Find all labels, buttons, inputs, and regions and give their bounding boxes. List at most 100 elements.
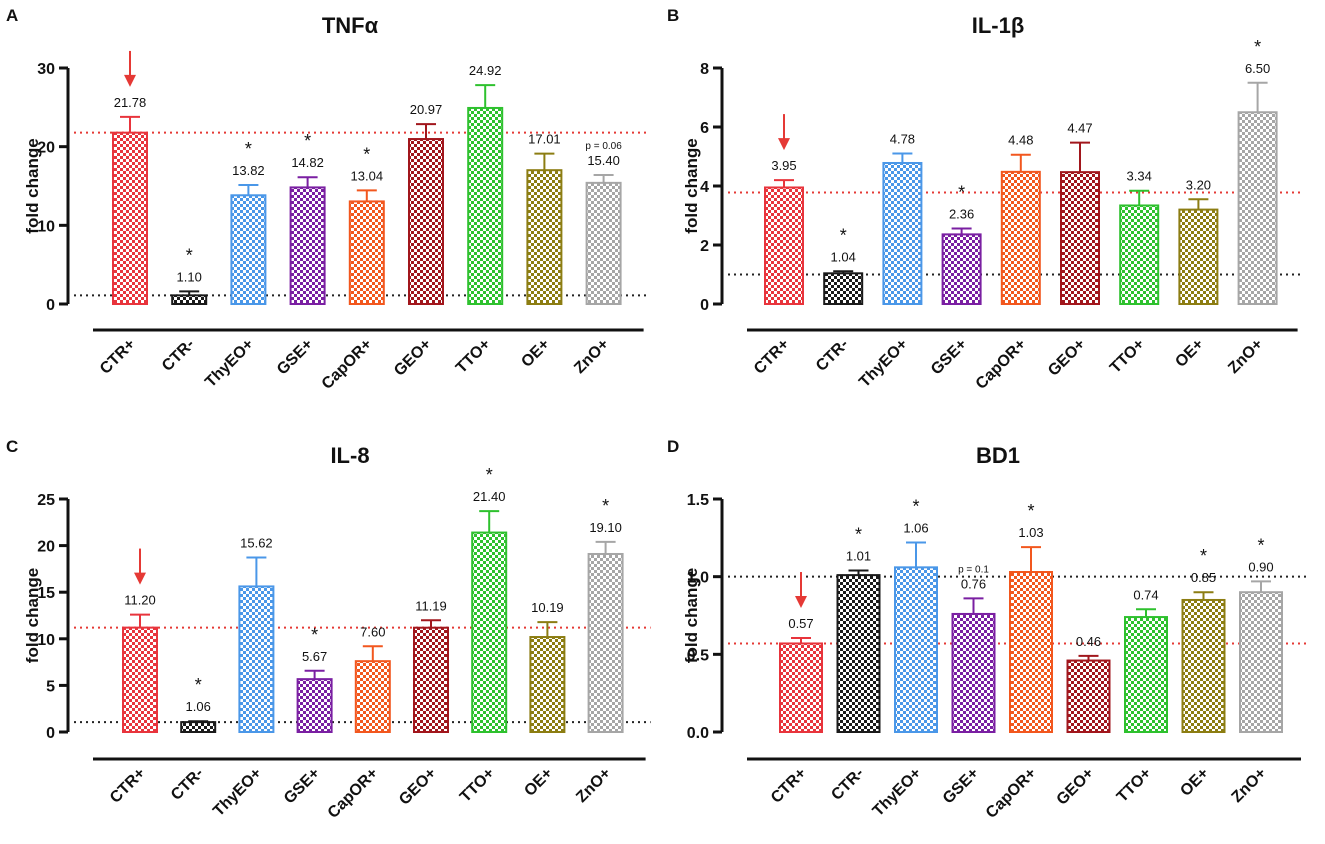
y-tick-label: 0.0	[687, 725, 709, 742]
data-label: 0.74	[1133, 587, 1158, 602]
x-tick-label: CTR+	[751, 336, 793, 378]
bar	[951, 612, 996, 733]
x-tick-label: TTO+	[1107, 336, 1148, 377]
bar	[779, 642, 823, 734]
x-tick-label: TTO+	[457, 765, 498, 806]
data-label: 0.57	[788, 616, 813, 631]
x-tick-label: CapOR+	[325, 765, 382, 822]
bar	[529, 636, 566, 733]
y-tick-label: 5	[46, 678, 55, 695]
data-label: 3.34	[1127, 169, 1152, 184]
bar	[122, 626, 158, 734]
chart-title: TNFα	[322, 13, 379, 38]
significance-asterisk: *	[1027, 501, 1034, 521]
bar	[354, 660, 391, 734]
x-tick-label: OE+	[1177, 765, 1212, 800]
x-tick-label: ThyEO+	[870, 765, 925, 820]
bar	[526, 169, 563, 305]
x-tick-label: CTR-	[813, 336, 852, 375]
bar	[1000, 170, 1041, 305]
data-label: 1.04	[831, 249, 856, 264]
data-label: 1.01	[846, 548, 871, 563]
x-tick-label: ThyEO+	[856, 336, 911, 391]
data-label: 20.97	[410, 102, 443, 117]
data-label: 13.82	[232, 163, 265, 178]
bar	[1239, 591, 1283, 734]
x-tick-label: CTR-	[168, 765, 207, 804]
significance-asterisk: *	[195, 675, 202, 695]
ctr-plus-arrow-head	[778, 138, 790, 151]
y-tick-label: 6	[700, 120, 709, 137]
y-tick-label: 0	[700, 297, 709, 314]
bar	[1237, 111, 1278, 305]
panel-b: B IL-1β fold change 0 2 4 6 8 3.95 CTR+ 1.04 * CTR- 4…	[667, 6, 1303, 393]
significance-asterisk: *	[486, 465, 493, 485]
y-tick-label: 25	[37, 492, 55, 509]
y-tick-label: 0.5	[687, 647, 709, 664]
y-tick-label: 10	[37, 218, 55, 235]
data-label: 21.40	[473, 489, 506, 504]
significance-asterisk: *	[186, 245, 193, 265]
y-axis-label: fold change	[23, 138, 42, 233]
x-tick-label: GEO+	[1054, 765, 1098, 809]
data-label: 1.06	[903, 520, 928, 535]
x-tick-label: ZnO+	[573, 765, 614, 806]
x-tick-label: ThyEO+	[210, 765, 265, 820]
x-tick-label: CapOR+	[983, 765, 1040, 822]
panel-letter: A	[6, 6, 18, 25]
data-label: 13.04	[351, 168, 384, 183]
y-tick-label: 0	[46, 725, 55, 742]
p-value-annotation: p = 0.06	[585, 141, 622, 152]
data-label: 3.95	[771, 158, 796, 173]
x-tick-label: CTR-	[828, 765, 867, 804]
y-axis-label: fold change	[23, 568, 42, 663]
significance-asterisk: *	[840, 225, 847, 245]
chart-title: BD1	[976, 443, 1020, 468]
bar	[238, 585, 275, 733]
bar	[894, 566, 938, 734]
x-tick-label: OE+	[1172, 336, 1207, 371]
data-label: 0.76	[961, 576, 986, 591]
panel-letter: D	[667, 437, 679, 456]
data-label: 11.20	[124, 593, 156, 608]
panel-c: C IL-8 fold change 0 5 10 15 20 25 11.20 CTR+ 1.06 *…	[6, 437, 651, 822]
x-tick-label: CapOR+	[973, 336, 1030, 393]
y-tick-label: 15	[37, 585, 55, 602]
significance-asterisk: *	[304, 131, 311, 151]
panel-d: D BD1 fold change 0.0 0.5 1.0 1.5 0.57 CTR+ 1.01 *…	[667, 437, 1306, 822]
panel-letter: B	[667, 6, 679, 25]
significance-asterisk: *	[363, 144, 370, 164]
data-label: 7.60	[360, 624, 385, 639]
x-tick-label: ZnO+	[571, 336, 612, 377]
bar	[1124, 616, 1168, 734]
data-label: 14.82	[291, 155, 324, 170]
bar	[413, 626, 449, 734]
data-label: 0.46	[1076, 634, 1101, 649]
data-label: 1.06	[186, 699, 211, 714]
bar	[467, 106, 504, 306]
y-tick-label: 30	[37, 61, 55, 78]
x-tick-label: GEO+	[391, 336, 435, 380]
data-label: 4.78	[890, 132, 915, 147]
data-label: 1.03	[1018, 525, 1043, 540]
data-label: 21.78	[114, 95, 147, 110]
x-tick-label: GEO+	[1045, 336, 1089, 380]
ctr-plus-arrow-head	[134, 572, 146, 585]
data-label: 24.92	[469, 63, 502, 78]
x-tick-label: GSE+	[940, 765, 983, 808]
data-label: 11.19	[415, 598, 447, 613]
data-label: 0.85	[1191, 570, 1216, 585]
bar	[408, 138, 444, 305]
bar	[882, 161, 923, 305]
data-label: 4.47	[1067, 121, 1092, 136]
significance-asterisk: *	[1200, 546, 1207, 566]
x-tick-label: GSE+	[928, 336, 971, 379]
data-label: 15.62	[240, 536, 273, 551]
data-label: 15.40	[587, 153, 620, 168]
bar	[296, 678, 333, 733]
x-tick-label: TTO+	[1114, 765, 1155, 806]
data-label: 19.10	[589, 520, 622, 535]
bar	[348, 200, 385, 306]
x-tick-label: TTO+	[453, 336, 494, 377]
